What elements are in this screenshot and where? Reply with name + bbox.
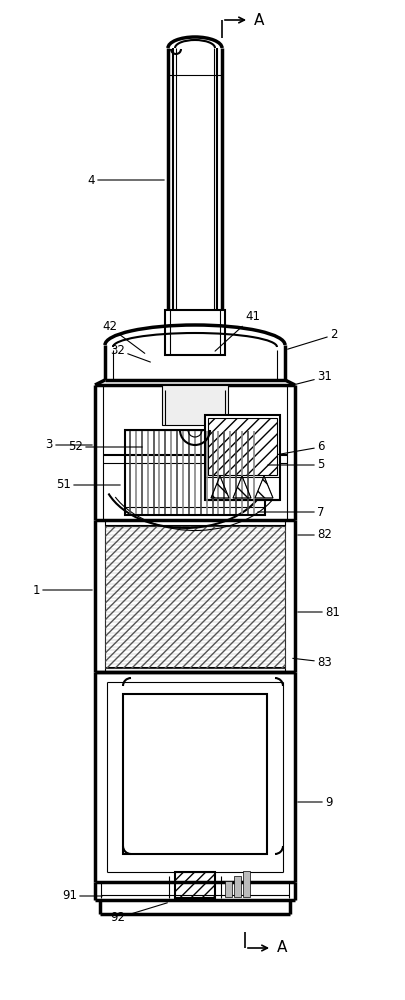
- Text: 9: 9: [297, 795, 332, 808]
- Bar: [243, 871, 249, 897]
- Text: 2: 2: [287, 328, 337, 349]
- Text: 83: 83: [292, 656, 331, 668]
- Text: 4: 4: [87, 174, 164, 187]
- Text: 42: 42: [102, 320, 145, 353]
- Text: 3: 3: [45, 438, 92, 452]
- Bar: [207, 418, 276, 475]
- Text: 1: 1: [32, 584, 92, 596]
- Bar: [175, 872, 215, 898]
- Text: 81: 81: [297, 605, 339, 618]
- Text: A: A: [254, 13, 264, 28]
- Text: 32: 32: [110, 344, 150, 362]
- Text: 41: 41: [215, 310, 259, 351]
- Text: 31: 31: [295, 370, 331, 384]
- Text: 52: 52: [68, 440, 142, 454]
- Bar: [103, 385, 286, 520]
- Text: 7: 7: [257, 506, 324, 518]
- Bar: [233, 876, 241, 897]
- Bar: [224, 881, 231, 897]
- Text: 6: 6: [277, 440, 324, 455]
- Text: 82: 82: [297, 528, 331, 542]
- Text: 51: 51: [56, 479, 120, 491]
- Bar: [123, 694, 266, 854]
- Text: 91: 91: [62, 890, 102, 902]
- Text: 92: 92: [110, 903, 167, 924]
- Text: 5: 5: [267, 458, 324, 472]
- Text: A: A: [276, 940, 287, 955]
- Bar: [164, 310, 224, 355]
- Bar: [105, 526, 284, 668]
- Bar: [162, 385, 228, 425]
- Bar: [125, 430, 264, 515]
- Bar: [205, 415, 279, 500]
